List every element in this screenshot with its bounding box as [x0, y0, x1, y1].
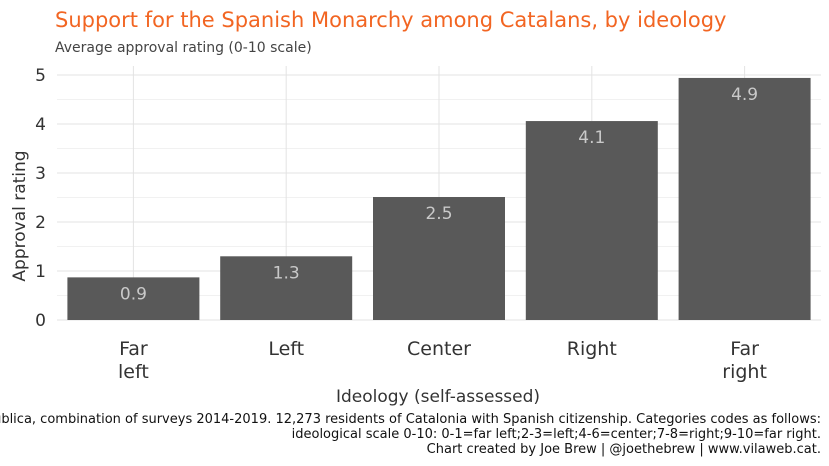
x-tick-label: Far left [118, 338, 149, 383]
chart-title: Support for the Spanish Monarchy among C… [55, 8, 727, 32]
bar-value-label: 4.1 [578, 128, 605, 148]
caption-line: Chart created by Joe Brew | @joethebrew … [427, 442, 821, 457]
x-axis-ticks: Far left Left Center Right Far right [118, 338, 767, 383]
bar-value-label: 1.3 [273, 263, 300, 283]
bar [373, 197, 505, 320]
bar [67, 277, 200, 320]
x-tick-label: Right [567, 338, 617, 360]
y-axis-title: Approval rating [10, 150, 30, 281]
bar-value-label: 0.9 [120, 284, 147, 304]
y-tick-label: 4 [35, 115, 46, 135]
caption: Data from Centre d'Estudis d'Opinió, Enq… [0, 412, 821, 457]
bar-value-label: 2.5 [425, 204, 452, 224]
y-tick-label: 1 [35, 262, 46, 282]
x-tick-label: Far right [722, 338, 767, 383]
y-tick-label: 2 [35, 213, 46, 233]
chart-subtitle: Average approval rating (0-10 scale) [55, 40, 312, 56]
y-tick-label: 0 [35, 311, 46, 331]
caption-line: ideological scale 0-10: 0-1=far left;2-3… [292, 427, 821, 442]
bar [678, 77, 811, 320]
y-axis-ticks: 0 1 2 3 4 5 [35, 66, 46, 331]
x-tick-label: Center [407, 338, 471, 360]
bar-value-label: 4.9 [731, 85, 758, 105]
caption-line: Data from Centre d'Estudis d'Opinió, Enq… [0, 412, 821, 427]
bar [220, 256, 353, 320]
y-tick-label: 5 [35, 66, 46, 86]
x-axis-title: Ideology (self-assessed) [336, 387, 540, 407]
y-tick-label: 3 [35, 164, 46, 184]
x-tick-label: Left [268, 338, 304, 360]
bars: 0.9 1.3 2.5 4.1 4.9 [67, 77, 811, 320]
bar [525, 121, 658, 320]
